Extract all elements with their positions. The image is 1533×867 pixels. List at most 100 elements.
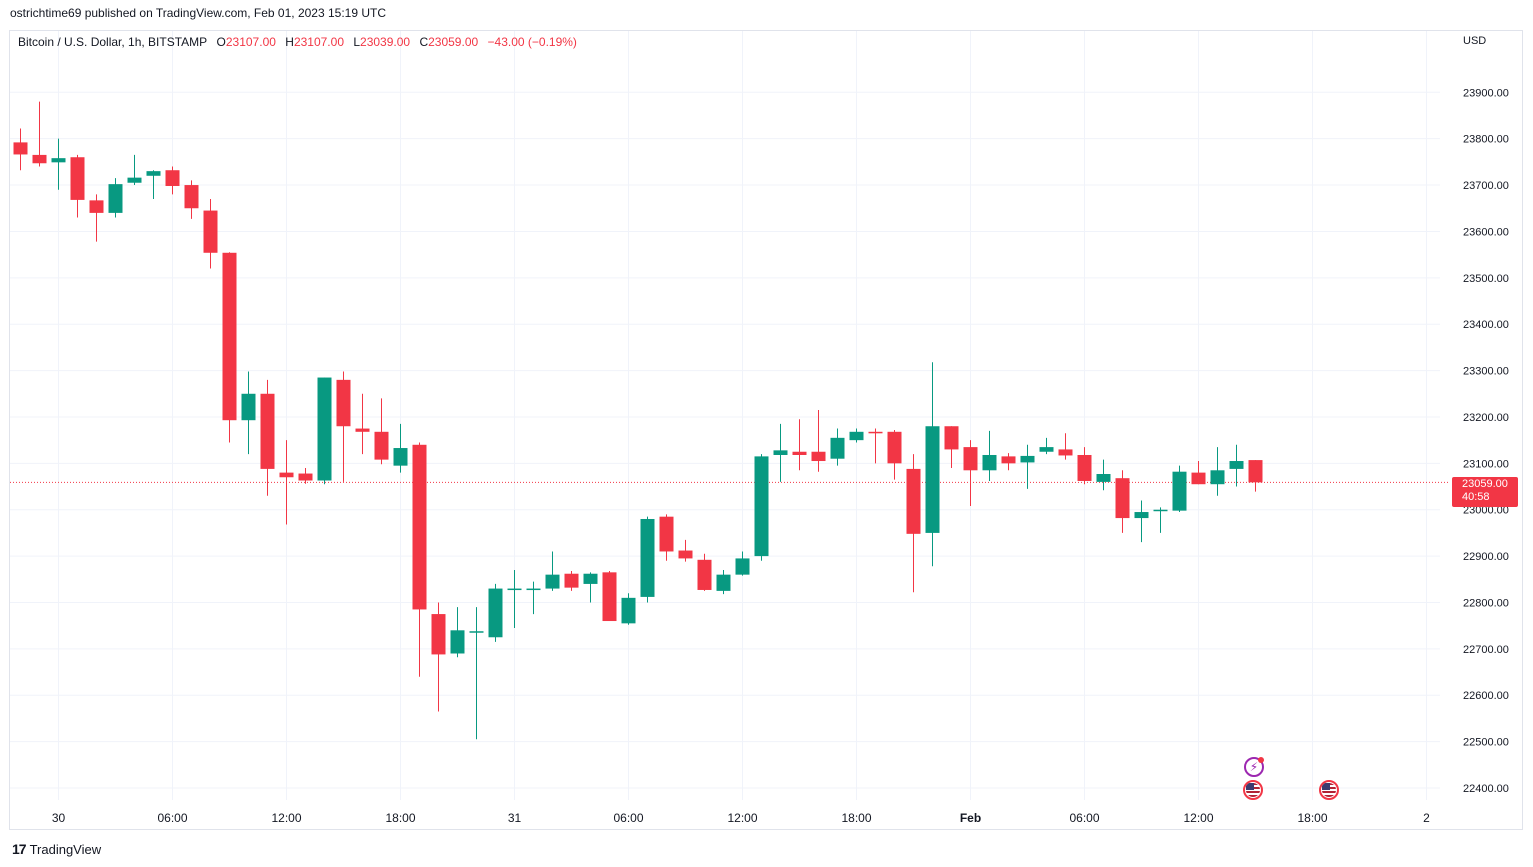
candle-body [887, 431, 902, 464]
candle-body [450, 630, 465, 654]
candle-body [678, 550, 693, 559]
last-price-tag: 23059.00 40:58 [1452, 477, 1518, 507]
candle [678, 539, 693, 562]
candle-body [1096, 474, 1111, 482]
candle [982, 430, 997, 481]
candle [868, 428, 883, 464]
us-flag-event-icon[interactable] [1319, 780, 1339, 800]
candle-body [773, 450, 788, 455]
candle [830, 428, 845, 466]
candle-body [32, 154, 47, 164]
candle-body [602, 572, 617, 622]
candle-body [1115, 478, 1130, 519]
time-tick-label: 18:00 [385, 811, 415, 825]
candle [13, 128, 28, 171]
candle-body [545, 574, 560, 589]
candle-body [51, 158, 66, 163]
open-label: O [216, 35, 226, 49]
time-axis[interactable]: 30 06:00 12:00 18:00 31 06:00 12:00 18:00 Feb 06:… [52, 811, 1430, 825]
candle [146, 170, 161, 199]
time-tick-label: 12:00 [1183, 811, 1213, 825]
tradingview-logo-icon: 17 [12, 841, 27, 857]
candle-body [1020, 455, 1035, 463]
bar-countdown: 40:58 [1462, 491, 1490, 503]
candle [1096, 459, 1111, 491]
candle-body [469, 631, 484, 633]
price-tick-label: 22700.00 [1463, 644, 1509, 656]
candle [1248, 460, 1263, 492]
currency-label[interactable]: USD [1463, 35, 1487, 47]
candle [1077, 447, 1092, 485]
candle-body [526, 588, 541, 591]
candle [545, 551, 560, 591]
candle-body [374, 431, 389, 460]
candle [89, 194, 104, 242]
candle-body [108, 184, 123, 213]
candle-body [659, 516, 674, 552]
candle-body [1153, 509, 1168, 512]
candle [1020, 444, 1035, 489]
flag-canton [1322, 783, 1330, 790]
candle [906, 454, 921, 593]
candle-body [89, 200, 104, 213]
candle [564, 570, 579, 591]
candle [51, 138, 66, 190]
candle [811, 410, 826, 472]
tradingview-brand[interactable]: 17 TradingView [12, 841, 101, 857]
candle-body [583, 573, 598, 584]
candle [279, 440, 294, 525]
candle [1172, 465, 1187, 513]
candle-body [830, 437, 845, 459]
candle [716, 570, 731, 595]
brand-name: TradingView [29, 841, 102, 857]
price-tick-label: 23800.00 [1463, 134, 1509, 146]
time-tick-label: 06:00 [1069, 811, 1099, 825]
price-axis[interactable]: 22400.00 22500.00 22600.00 22700.00 22800.00… [1463, 87, 1509, 795]
candle-body [1077, 454, 1092, 481]
price-tick-label: 23700.00 [1463, 180, 1509, 192]
candle [1058, 433, 1073, 460]
price-tick-label: 23500.00 [1463, 273, 1509, 285]
candle [963, 440, 978, 507]
last-price-value: 23059.00 [1462, 478, 1508, 490]
candle-body [184, 185, 199, 209]
candle-body [431, 614, 446, 655]
candle-body [1058, 449, 1073, 456]
flag-canton [1246, 783, 1254, 790]
candle-body [260, 393, 275, 469]
candle-body [488, 588, 503, 638]
candle [697, 553, 712, 591]
time-tick-label: 12:00 [727, 811, 757, 825]
candle [450, 607, 465, 658]
candle [944, 426, 959, 468]
change-value: −43.00 (−0.19%) [487, 35, 577, 49]
price-tick-label: 23100.00 [1463, 458, 1509, 470]
candle [792, 419, 807, 471]
candle [1115, 470, 1130, 533]
candle-body [1134, 512, 1149, 519]
time-tick-label: 18:00 [1297, 811, 1327, 825]
candle-body [70, 157, 85, 200]
candle [659, 514, 674, 561]
candle-body [393, 448, 408, 466]
candle [640, 516, 655, 603]
price-tick-label: 23400.00 [1463, 319, 1509, 331]
high-label: H [285, 35, 294, 49]
candle-body [412, 444, 427, 610]
publisher-caption: ostrichtime69 published on TradingView.c… [10, 6, 386, 20]
candle-body [811, 451, 826, 462]
candle-body [507, 588, 522, 591]
us-flag-event-icon[interactable] [1243, 780, 1263, 800]
lightning-event-icon[interactable]: ⚡ [1244, 757, 1264, 777]
candles-group [13, 101, 1263, 740]
candle [1039, 437, 1054, 455]
candle [317, 377, 332, 485]
symbol-legend[interactable]: Bitcoin / U.S. Dollar, 1h, BITSTAMP O231… [18, 35, 583, 49]
candle-body [13, 142, 28, 155]
candle [355, 393, 370, 455]
candle [298, 467, 313, 484]
candle-body [1001, 456, 1016, 464]
price-tick-label: 22800.00 [1463, 597, 1509, 609]
candle-body [697, 559, 712, 590]
